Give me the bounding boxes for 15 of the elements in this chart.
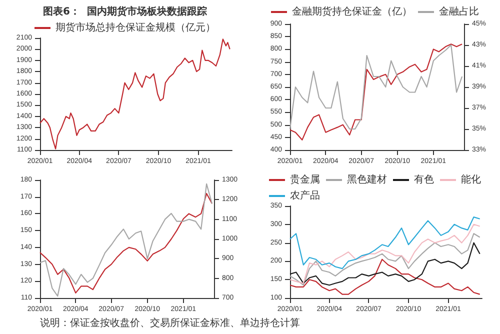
legend-label: 金融占比 xyxy=(439,6,479,18)
line-series xyxy=(289,233,480,286)
chart-title: 图表6： 国内期货市场板块数据跟踪 xyxy=(43,6,208,18)
legend-label: 贵金属 xyxy=(290,174,320,186)
legend-label: 有色 xyxy=(414,174,434,186)
line-series xyxy=(289,224,480,284)
legend-label: 能化 xyxy=(461,174,481,186)
text: 说明：保证金按收盘价、交易所保证金标准、单边持仓计算 xyxy=(40,316,300,330)
legend-label: 金融期货持仓保证金（亿） xyxy=(292,6,412,18)
legend-label: 期货市场总持仓保证金规模（亿元） xyxy=(56,22,216,34)
line-series xyxy=(289,242,480,286)
legend-label: 黑色建材 xyxy=(347,174,387,186)
line-series xyxy=(289,258,480,295)
legend-label: 农产品 xyxy=(290,190,320,202)
line-series xyxy=(289,216,480,270)
